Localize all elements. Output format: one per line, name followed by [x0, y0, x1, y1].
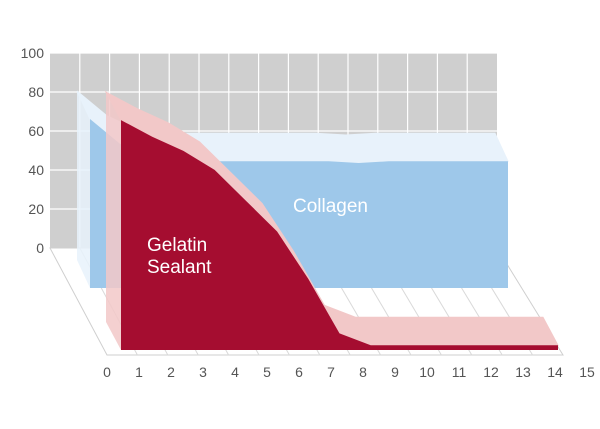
x-tick-label: 9	[391, 364, 399, 380]
x-tick-label: 15	[579, 364, 595, 380]
x-tick-label: 8	[359, 364, 367, 380]
y-tick-label: 80	[28, 84, 44, 100]
series-label-gelatin-sealant: Gelatin Sealant	[147, 235, 212, 278]
collagen-side-face	[77, 91, 90, 288]
x-tick-label: 2	[167, 364, 175, 380]
x-tick-label: 13	[515, 364, 531, 380]
x-tick-label: 14	[547, 364, 563, 380]
y-tick-label: 60	[28, 123, 44, 139]
x-tick-label: 6	[295, 364, 303, 380]
y-tick-label: 100	[21, 45, 45, 61]
x-tick-label: 3	[199, 364, 207, 380]
gelatin-sealant-side-face	[106, 92, 121, 350]
x-tick-label: 10	[419, 364, 435, 380]
x-tick-label: 7	[327, 364, 335, 380]
x-tick-label: 12	[483, 364, 499, 380]
series-label-line: Sealant	[147, 257, 212, 278]
x-tick-label: 1	[135, 364, 143, 380]
chart-series	[76, 90, 559, 350]
y-tick-label: 20	[28, 201, 44, 217]
x-tick-label: 11	[452, 364, 467, 380]
series-label-line: Gelatin	[147, 235, 207, 256]
series-label-collagen: Collagen	[293, 196, 368, 217]
gelatin-sealant-front-face	[121, 120, 558, 350]
x-tick-label: 5	[263, 364, 271, 380]
x-tick-label: 4	[231, 364, 239, 380]
y-tick-label: 0	[36, 240, 44, 256]
x-tick-label: 0	[103, 364, 111, 380]
y-tick-label: 40	[28, 162, 44, 178]
